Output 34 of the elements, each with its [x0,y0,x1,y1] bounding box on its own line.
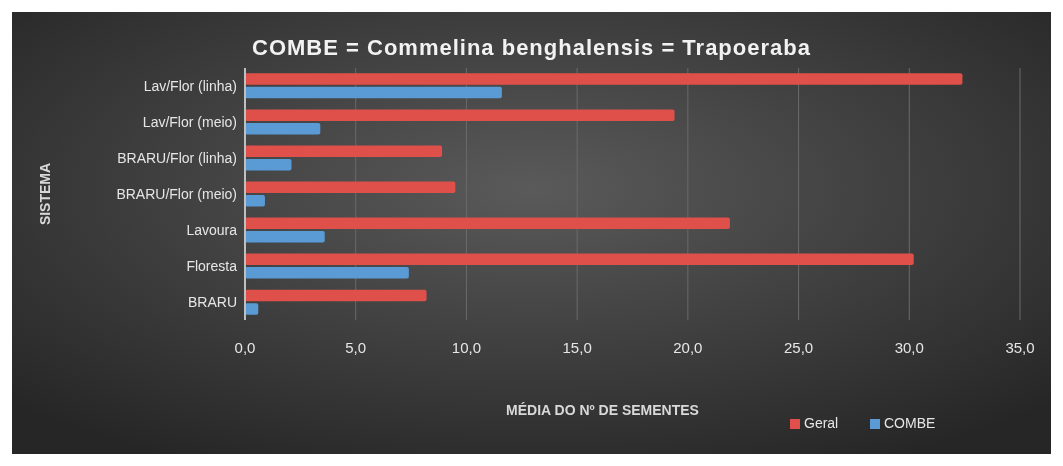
y-tick-label: BRARU [187,294,237,311]
bar [245,195,265,207]
x-tick-label: 35,0 [1005,339,1035,356]
bar [245,109,675,121]
y-tick-label: Floresta [186,258,238,275]
bar [245,217,730,230]
bar [245,145,443,157]
y-tick-label: Lav/Flor (meio) [142,113,237,130]
y-tick-label: BRARU/Flor (linha) [117,149,237,166]
x-tick-label: 20,0 [673,339,703,356]
bar [245,267,409,279]
y-tick-label: Lav/Flor (linha) [143,77,237,94]
y-tick-label: BRARU/Flor (meio) [116,186,237,202]
bar [245,122,321,135]
bar [245,303,259,315]
y-tick-label: Lavoura [186,222,238,239]
legend-label: Geral [804,415,839,431]
x-tick-label: 10,0 [451,339,482,356]
x-tick-label: 30,0 [894,339,924,356]
legend-label: COMBE [884,415,936,431]
x-axis-title: MÉDIA DO Nº DE SEMENTES [506,402,699,418]
bar [245,73,963,85]
chart-title: COMBE = Commelina benghalensis = Trapoeraba [252,35,811,60]
bar [245,158,292,171]
bar [245,253,914,266]
bar [245,86,502,99]
bar [245,231,325,243]
bar [245,181,456,193]
y-axis-title: SISTEMA [37,162,53,226]
x-tick-label: 5,0 [345,339,367,356]
x-tick-label: 0,0 [234,339,256,356]
x-tick-label: 25,0 [783,339,814,356]
bar [245,289,427,302]
x-tick-label: 15,0 [562,339,592,356]
